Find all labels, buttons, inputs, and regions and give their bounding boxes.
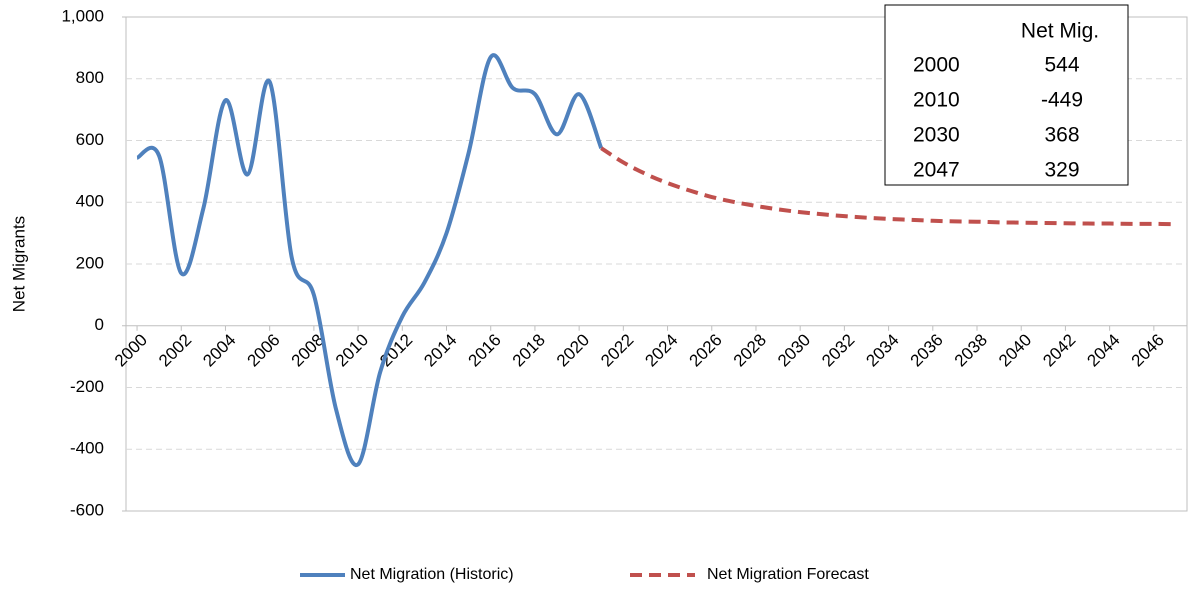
x-tick-label: 2034 [862,330,902,370]
x-tick-label: 2028 [730,330,770,370]
y-tick-label: -200 [70,377,104,396]
series-line [600,146,1176,227]
table-header: Net Mig. [1021,20,1099,43]
y-tick-label: 0 [95,315,104,334]
x-tick-label: 2018 [509,330,549,370]
x-tick-label: 2032 [818,330,858,370]
x-tick-label: 2046 [1128,330,1168,370]
x-tick-label: 2006 [243,330,283,370]
table-year: 2000 [913,54,960,77]
y-tick-label: -400 [70,439,104,458]
legend-label: Net Migration Forecast [707,566,869,583]
x-tick-label: 2004 [199,330,239,370]
x-tick-label: 2042 [1039,330,1079,370]
x-tick-label: 2000 [111,330,151,370]
x-tick-label: 2026 [686,330,726,370]
y-tick-label: 400 [76,192,104,211]
x-tick-label: 2020 [553,330,593,370]
y-tick-label: -600 [70,500,104,519]
series-line [136,53,604,468]
table-value: 329 [1044,159,1079,182]
y-tick-label: 600 [76,130,104,149]
y-tick-label: 800 [76,68,104,87]
table-value: 544 [1044,54,1079,77]
y-axis-label: Net Migrants [9,216,28,312]
x-tick-label: 2014 [420,330,460,370]
y-tick-label: 1,000 [61,6,104,25]
table-value: 368 [1044,124,1079,147]
table-year: 2010 [913,89,960,112]
table-value: -449 [1041,89,1083,112]
x-tick-label: 2016 [465,330,505,370]
x-tick-label: 2022 [597,330,637,370]
y-tick-label: 200 [76,253,104,272]
table-year: 2047 [913,159,960,182]
legend-label: Net Migration (Historic) [350,566,514,583]
x-tick-label: 2036 [907,330,947,370]
x-tick-label: 2002 [155,330,195,370]
x-tick-label: 2038 [951,330,991,370]
x-tick-label: 2044 [1083,330,1123,370]
x-tick-label: 2030 [774,330,814,370]
x-tick-label: 2010 [332,330,372,370]
x-tick-label: 2040 [995,330,1035,370]
table-box [884,4,1129,186]
table-year: 2030 [913,124,960,147]
x-tick-label: 2024 [641,330,681,370]
